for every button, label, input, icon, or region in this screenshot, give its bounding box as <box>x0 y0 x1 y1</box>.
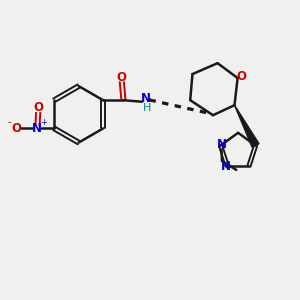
Text: N: N <box>32 122 42 135</box>
Text: N: N <box>221 160 231 173</box>
Text: O: O <box>12 122 22 135</box>
Text: O: O <box>117 70 127 83</box>
Text: O: O <box>34 101 44 114</box>
Polygon shape <box>235 105 259 147</box>
Text: N: N <box>217 139 227 152</box>
Text: H: H <box>142 103 151 113</box>
Text: N: N <box>141 92 151 105</box>
Text: +: + <box>40 118 47 127</box>
Text: O: O <box>236 70 246 83</box>
Text: -: - <box>8 117 12 127</box>
